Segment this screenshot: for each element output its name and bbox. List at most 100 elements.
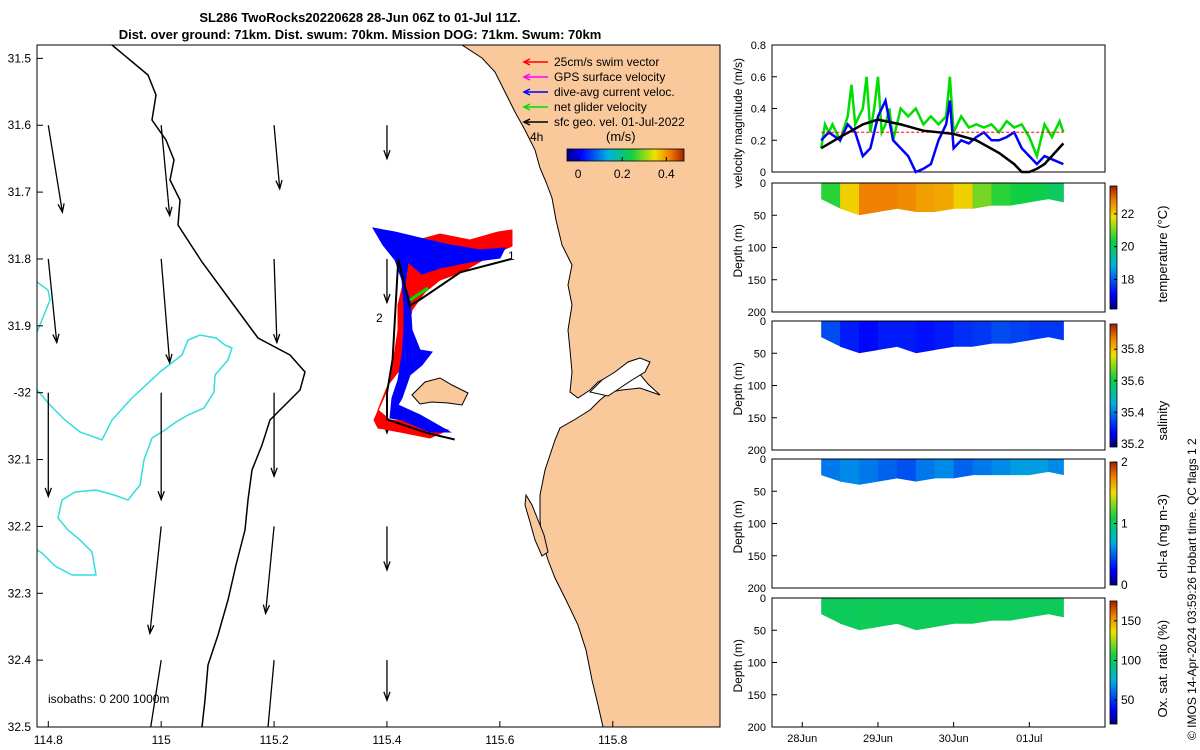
section-cell <box>1048 183 1064 203</box>
section-cell <box>896 459 917 482</box>
legend-entry: GPS surface velocity <box>522 70 665 84</box>
depth-axis-label: Depth (m) <box>731 224 745 277</box>
section-cell <box>840 598 860 631</box>
legend-entry: net glider velocity <box>522 100 647 114</box>
colorbar-label: Ox. sat. ratio (%) <box>1155 620 1170 718</box>
depth-tick-label: 0 <box>760 454 766 466</box>
velocity-axes-frame <box>771 44 1106 173</box>
section-cell <box>896 183 917 213</box>
section-cell <box>896 598 917 631</box>
section-cell <box>821 459 841 482</box>
section-cell <box>1029 183 1049 203</box>
map-colorbar-ticks: 0 0.2 0.4 <box>575 157 675 181</box>
velocity-ytick-label: 0.8 <box>751 40 766 52</box>
section-cell <box>877 321 898 351</box>
colorbar-units-label: (m/s) <box>606 129 636 144</box>
colorbar-tick-label: 50 <box>1121 693 1135 707</box>
section-cell <box>934 598 955 628</box>
section-cell <box>1029 598 1049 618</box>
velocity-ytick-label: 0.6 <box>751 72 766 84</box>
depth-tick-label: 150 <box>748 690 766 702</box>
depth-tick-label: 50 <box>754 348 766 360</box>
date-tick-label: 30Jun <box>939 733 969 745</box>
colorbar-tick-label: 0.2 <box>614 167 631 181</box>
geo-velocity-arrow <box>47 125 65 215</box>
depth-tick-label: 150 <box>748 551 766 563</box>
depth-tick-label: 50 <box>754 486 766 498</box>
net-velocity-segment <box>409 286 429 302</box>
depth-axis-label: Depth (m) <box>731 639 745 692</box>
depth-tick-label: 150 <box>748 275 766 287</box>
section-cell <box>915 321 936 354</box>
map-xtick-label: 115.2 <box>260 733 289 747</box>
map-colorbar <box>566 148 685 162</box>
colorbar-tick-label: 20 <box>1121 240 1135 254</box>
colorbar-tick-label: 0 <box>575 167 582 181</box>
depth-axis-label: Depth (m) <box>731 500 745 553</box>
velocity-series-dive-avg-current <box>820 96 1064 174</box>
section-cell <box>934 459 955 479</box>
colorbar-tick-label: 2 <box>1121 455 1128 469</box>
map-ytick-label: -32 <box>14 386 32 400</box>
chlorophyll-section: 0 50 100 150 200 Depth (m) 0 1 2 chl-a (mg m-3) <box>731 454 1170 595</box>
velocity-ytick-label: 0 <box>760 167 766 179</box>
section-cell <box>991 321 1011 344</box>
section-cell <box>859 459 879 485</box>
map-ytick-label: 31.7 <box>8 185 32 199</box>
map-ytick-label: 31.8 <box>8 252 32 266</box>
section-colorbar <box>1109 323 1118 448</box>
isobaths-label: isobaths: 0 200 1000m <box>48 692 169 706</box>
geo-velocity-arrow <box>270 392 278 479</box>
colorbar-tick-label: 0.4 <box>658 167 675 181</box>
legend-label: GPS surface velocity <box>554 70 665 84</box>
oxygen-section: 0 50 100 150 200 Depth (m) 50 100 150 Ox. sat. ra… <box>731 593 1170 745</box>
section-cell <box>915 183 936 213</box>
section-cell <box>991 459 1011 476</box>
section-cell <box>972 459 992 476</box>
estuary <box>589 357 651 397</box>
section-cell <box>991 598 1011 621</box>
geo-velocity-arrow <box>273 125 283 191</box>
section-cell <box>953 598 974 624</box>
title-line-1: SL286 TwoRocks20220628 28-Jun 06Z to 01-… <box>199 10 521 25</box>
legend-label: 25cm/s swim vector <box>554 55 659 69</box>
legend-label: sfc geo. vel. 01-Jul-2022 <box>554 115 685 129</box>
map-xtick-label: 115.8 <box>598 733 627 747</box>
colorbar-tick-label: 35.8 <box>1121 342 1145 356</box>
geo-velocity-arrow <box>383 125 391 161</box>
track-label-point-2: 2 <box>376 311 383 325</box>
date-tick-label: 29Jun <box>863 733 893 745</box>
colorbar-label: chl-a (mg m-3) <box>1155 494 1170 579</box>
depth-tick-label: 0 <box>760 316 766 328</box>
colorbar-tick-label: 100 <box>1121 654 1141 668</box>
colorbar-tick-label: 1 <box>1121 517 1128 531</box>
map-frame <box>36 44 721 728</box>
geo-velocity-arrow <box>150 660 162 727</box>
section-cell <box>1048 321 1064 341</box>
title-line-2: Dist. over ground: 71km. Dist. swum: 70k… <box>118 27 602 42</box>
geo-velocity-arrow <box>272 258 281 345</box>
section-cell <box>859 321 879 354</box>
section-cell <box>1010 321 1030 344</box>
map-panel: 1 2 isobaths: 0 200 1000m 114.8 115 115.2 1… <box>8 44 721 747</box>
map-xtick-label: 115 <box>152 733 171 747</box>
geo-velocity-arrow <box>383 258 391 305</box>
depth-tick-label: 100 <box>748 519 766 531</box>
section-cell <box>1010 459 1030 476</box>
current-vector-fan <box>372 227 506 433</box>
legend-duration-label: 4h <box>530 130 543 144</box>
depth-tick-label: 0 <box>760 178 766 190</box>
track-label-start: 1 <box>508 249 515 263</box>
velocity-panel: 0 0.2 0.4 0.6 0.8 velocity magnitude (m/s) <box>731 40 1106 188</box>
map-xtick-label: 115.6 <box>485 733 514 747</box>
date-tick-label: 28Jun <box>787 733 817 745</box>
glider-track <box>372 227 513 441</box>
map-ytick-label: 31.9 <box>8 319 32 333</box>
section-cell <box>1029 459 1049 476</box>
depth-tick-label: 100 <box>748 381 766 393</box>
section-cell <box>953 321 974 347</box>
section-cell <box>859 598 879 631</box>
section-cell <box>821 598 841 624</box>
map-ytick-label: 31.5 <box>8 51 32 65</box>
colorbar-tick-label: 35.4 <box>1121 405 1145 419</box>
